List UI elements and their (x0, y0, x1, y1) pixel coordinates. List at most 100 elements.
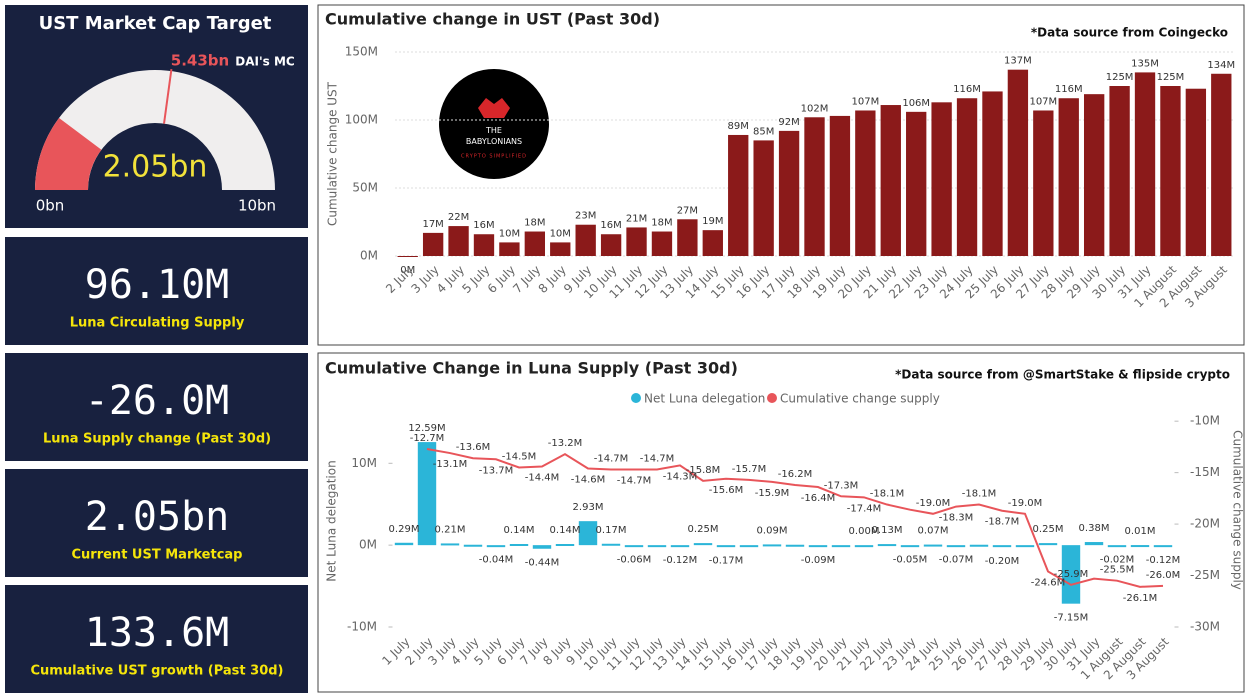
bar (992, 545, 1012, 548)
bar (647, 545, 667, 548)
bar (1109, 86, 1130, 256)
bar (486, 545, 506, 548)
data-label: 17M (422, 219, 443, 230)
bar (785, 544, 805, 547)
bar (394, 542, 414, 546)
data-label: -7.15M (1054, 613, 1089, 624)
data-label: -13.2M (548, 438, 583, 449)
y-tick-label: 50M (352, 181, 378, 195)
kpi-label: Luna Circulating Supply (70, 316, 245, 331)
chart-title: Cumulative change in UST (Past 30d) (325, 10, 660, 29)
data-label: -12.7M (410, 433, 445, 444)
bar (829, 115, 851, 256)
bar (906, 111, 927, 256)
data-label: 137M (1004, 56, 1032, 67)
bar (499, 242, 520, 256)
data-label: -14.7M (617, 476, 652, 487)
data-label: 89M (728, 121, 749, 132)
data-label: 0.00M (849, 526, 880, 537)
data-label: -15.9M (755, 488, 790, 499)
logo-tagline: CRYPTO SIMPLIFIED (461, 154, 527, 160)
y-tick-label: 100M (345, 113, 378, 127)
y-tick-label: 0M (360, 249, 378, 263)
bar (448, 226, 469, 256)
gauge-target-name: DAI's MC (235, 55, 295, 69)
kpi-card (5, 353, 308, 461)
data-label: -16.4M (801, 493, 836, 504)
bar (1134, 72, 1156, 257)
bar (1130, 545, 1150, 548)
chart-subtitle: *Data source from Coingecko (1031, 26, 1228, 40)
data-label: 21M (626, 213, 647, 224)
data-label: -0.20M (985, 556, 1020, 567)
data-label: -15.7M (732, 464, 767, 475)
bar (1038, 543, 1058, 546)
legend-marker (767, 393, 777, 403)
line (426, 447, 1164, 588)
data-label: 0.14M (550, 525, 581, 536)
data-label: -19.0M (916, 498, 951, 509)
data-label: -25.5M (1100, 565, 1135, 576)
bar (808, 545, 828, 548)
y-tick-label: 10M (351, 456, 377, 470)
logo-name: THE BABYLONIANS (466, 126, 522, 146)
bar (762, 544, 782, 547)
gauge-min: 0bn (36, 197, 65, 215)
data-label: 135M (1131, 58, 1159, 69)
luna-panel (317, 352, 1245, 693)
y-tick-label: -10M (347, 620, 377, 634)
kpi-card (5, 469, 308, 577)
bar (578, 521, 598, 546)
data-label: -15.6M (709, 485, 744, 496)
data-label: -0.06M (617, 555, 652, 566)
bar (1153, 545, 1173, 548)
data-label: 16M (600, 220, 621, 231)
logo-lion (478, 98, 510, 118)
data-label: 0.14M (504, 525, 535, 536)
bar (440, 543, 460, 546)
data-label: -0.05M (893, 555, 928, 566)
bar (524, 231, 546, 256)
bar (1107, 545, 1127, 548)
bar (969, 544, 989, 547)
chart-title: Cumulative Change in Luna Supply (Past 3… (325, 359, 738, 378)
bar (601, 543, 621, 546)
data-label: 85M (753, 126, 774, 137)
data-label: 19M (702, 216, 723, 227)
bar (693, 543, 713, 546)
data-label: -14.6M (571, 475, 606, 486)
bar (1211, 73, 1232, 256)
y2-tick-label: -10M (1190, 414, 1220, 428)
data-label: 0.25M (1033, 524, 1064, 535)
bar (702, 230, 723, 256)
data-label: 0.01M (1125, 526, 1156, 537)
bar (677, 219, 698, 256)
data-label: -13.6M (456, 442, 491, 453)
gauge-target (163, 68, 173, 124)
kpi-value: 2.05bn (85, 494, 230, 540)
bar (877, 544, 897, 547)
data-label: -13.7M (479, 465, 514, 476)
legend-label: Net Luna delegation (644, 392, 765, 406)
kpi-card (5, 585, 308, 693)
y-axis-title: Net Luna delegation (325, 460, 339, 581)
data-label: -0.07M (939, 555, 974, 566)
bar (417, 442, 437, 546)
data-label: -14.4M (525, 472, 560, 483)
bar (651, 231, 673, 256)
bar (575, 224, 596, 256)
data-label: 125M (1106, 72, 1134, 83)
y2-tick-label: -30M (1190, 620, 1220, 634)
legend-label: Cumulative change supply (780, 392, 940, 406)
bar (728, 134, 749, 256)
data-label: -0.09M (801, 555, 836, 566)
legend-marker (631, 393, 641, 403)
bar (880, 105, 901, 256)
data-label: 0.29M (389, 524, 420, 535)
data-label: 0M (400, 265, 415, 276)
kpi-label: Cumulative UST growth (Past 30d) (31, 664, 284, 679)
bar (532, 545, 552, 549)
data-label: 0.13M (872, 525, 903, 536)
data-label: 134M (1207, 60, 1235, 71)
data-label: 107M (1029, 96, 1057, 107)
